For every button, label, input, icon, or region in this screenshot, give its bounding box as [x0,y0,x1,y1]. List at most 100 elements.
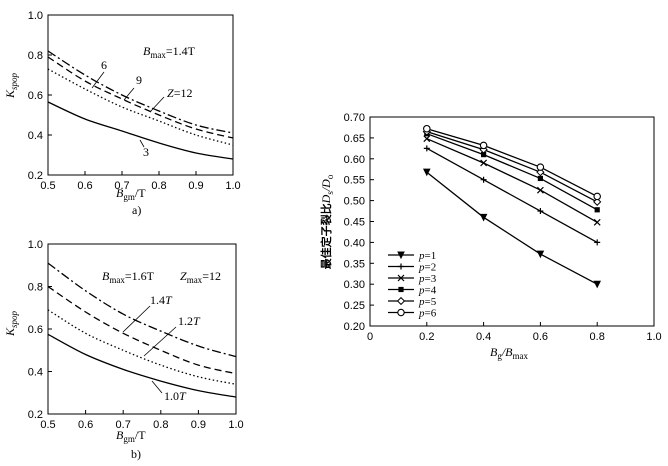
header-annotation-b-bmax: Bmax=1.6T [102,269,155,285]
legend-swatch-marker [397,251,405,260]
legend-entry: p=4 [418,285,437,297]
curve-label-b-10: 1.0T [164,389,187,403]
x-tick-label: 1.0 [228,419,243,431]
leader-line-a-6 [91,71,105,89]
legend-swatch-marker [397,308,405,317]
point-marker-c-3 [537,175,543,182]
point-marker-c-1 [423,145,430,152]
legend-c: p=1p=2p=3p=4p=5p=6 [388,250,437,320]
legend-swatch-marker [397,274,405,282]
x-tick-label: 0.9 [188,180,203,192]
x-tick-label: 0.6 [78,419,93,431]
panel-label-a: a) [132,203,141,217]
y-tick-label: 0.25 [344,300,365,312]
x-tick-label: 0.5 [40,180,55,192]
point-marker-c-4 [593,197,602,206]
plot-frame-a [47,14,234,176]
point-marker-c-3 [594,207,600,213]
point-marker-c-5 [423,124,431,133]
x-tick-label: 1.0 [646,331,661,343]
point-marker-c-2 [593,218,601,226]
legend-entry-rest: =4 [425,285,437,297]
legend-entry-p: p [418,262,425,274]
x-tick-label: 0.6 [77,180,92,192]
legend-swatch-marker [396,296,406,306]
legend-entry-rest: =5 [425,296,437,308]
series-line-b-3 [47,262,237,358]
y-tick-label: 0.65 [344,133,365,145]
legend-entry: p=1 [418,250,436,262]
curve-label-a-6: 6 [101,58,107,72]
legend-entry-rest: =6 [425,308,437,320]
y-tick-label: 0.55 [344,175,365,187]
legend-entry-rest: =2 [425,262,437,274]
series-line-a-2 [47,56,234,139]
point-marker-c-1 [537,208,544,215]
y-tick-label: 0.8 [28,50,43,62]
leader-line-b-14 [122,305,151,333]
x-tick-label: 0.7 [116,419,131,431]
y-tick-label: 0.70 [344,112,365,124]
y-tick-label: 0.8 [28,282,43,294]
leader-line-b-10 [151,380,163,394]
legend-entry: p=2 [418,262,436,274]
point-marker-c-5 [479,141,488,150]
y-tick-label: 0.40 [344,237,365,249]
x-tick-label: 0.9 [191,419,206,431]
series-line-c-4 [426,130,598,203]
point-marker-c-0 [479,213,488,222]
y-tick-label: 0.4 [28,130,43,142]
point-marker-c-0 [422,168,431,177]
leader-line-a-3 [139,139,145,148]
legend-entry-p: p [418,308,425,320]
header-annotation-b-zmax: Zmax=12 [180,269,221,285]
series-group-a [47,50,234,160]
x-axis-label-c: Bg/Bmax [490,345,529,361]
point-marker-c-5 [536,163,545,171]
x-tick-label: 0.7 [114,180,129,192]
header-annotation-a: Bmax=1.4T [143,44,196,60]
point-marker-c-3 [481,152,487,158]
y-tick-label: 0.50 [344,196,365,208]
x-tick-label: 0.8 [153,419,168,431]
chart-panel-a: 0.5 0.6 0.7 0.8 0.9 1.00.20.40.60.81.0 Kspop … [3,10,241,217]
series-group-b [47,262,237,398]
x-tick-label: 0.8 [590,331,605,343]
legend-entry-p: p [418,250,425,262]
curve-label-a-9: 9 [136,73,142,87]
legend-entry-rest: =1 [425,250,437,262]
y-tick-label: 0.60 [344,154,365,166]
point-marker-c-2 [536,186,544,194]
curve-label-b-14: 1.4T [150,293,173,307]
y-axis-label-a: Kspop [3,72,19,99]
series-line-c-0 [426,171,598,285]
y-tick-label: 0.45 [344,217,365,229]
x-axis-label-a: Bgm/T [116,186,146,202]
y-axis-label-b: Kspop [3,310,19,337]
y-tick-label: 0.2 [28,170,43,182]
y-tick-label: 0.30 [344,279,365,291]
legend-entry-p: p [418,296,425,308]
leader-line-a-z [149,96,165,113]
series-line-a-0 [47,101,234,160]
series-line-c-1 [426,147,598,243]
series-line-b-0 [47,333,237,398]
chart-panel-b: 0.5 0.6 0.7 0.8 0.9 1.00.20.40.60.81.0 Kspop … [3,239,244,461]
x-tick-label: 0.6 [533,331,548,343]
x-tick-label: 0.5 [40,419,55,431]
y-tick-label: 0.4 [28,367,43,379]
leader-line-b-12 [143,326,177,357]
series-line-b-2 [47,285,237,375]
y-tick-label: 0.6 [28,324,43,336]
x-axis-label-b: Bgm/T [116,428,146,444]
y-tick-label: 0.6 [28,90,43,102]
x-tick-label: 0.4 [476,331,491,343]
point-marker-c-2 [480,159,488,167]
leader-line-a-9 [123,87,135,101]
legend-entry: p=3 [418,273,437,285]
y-tick-label: 1.0 [28,239,43,251]
point-marker-c-0 [536,250,545,259]
axis-ticks-b: 0.5 0.6 0.7 0.8 0.9 1.0 0.2 0.4 0.6 0.8 1.0 [28,239,244,431]
chart-panel-c: 0 0.2 0.4 0.6 0.8 1.0 0.20 0.25 0.30 0.35 0.40 0.45… [319,112,662,361]
